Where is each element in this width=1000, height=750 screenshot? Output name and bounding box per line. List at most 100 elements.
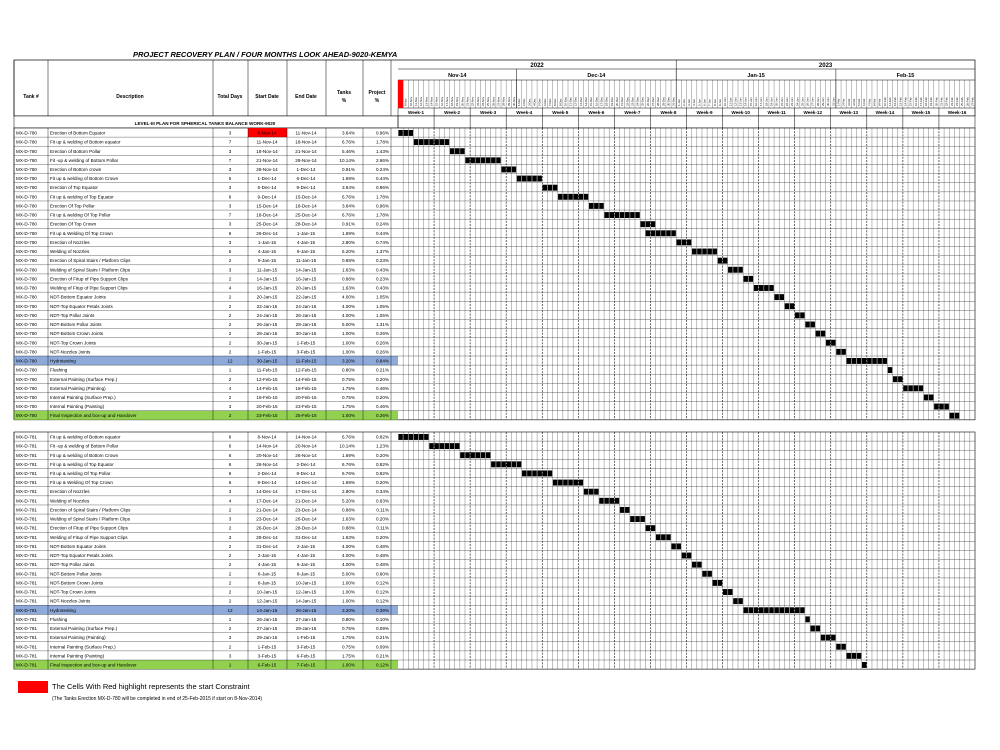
task-row: MX-D-781 Hydrotesting 12 14-Jan-15 26-Jan-15…: [14, 605, 805, 615]
tanks-pct: 1.00%: [342, 331, 355, 336]
gantt-bar-cell: [748, 607, 754, 614]
tanks-pct: 0.75%: [342, 644, 355, 649]
day-label: 16-Jan: [754, 97, 758, 106]
tank-id: MX-D-781: [16, 453, 37, 458]
day-label: 9-Nov: [404, 98, 408, 106]
total-days: 2: [229, 507, 232, 512]
project-pct: 0.12%: [376, 663, 389, 668]
gantt-bar-cell: [403, 434, 408, 440]
start-date: 12-Jan-15: [257, 599, 278, 604]
project-pct: 1.31%: [376, 322, 389, 327]
tank-id: MX-D-780: [16, 203, 37, 208]
gantt-bar-cell: [928, 394, 934, 401]
total-days: 6: [229, 231, 232, 236]
total-days: 2: [229, 331, 232, 336]
end-date: 26-Jan-15: [296, 608, 317, 613]
task-row: MX-D-781 Erection of Fitup of Pipe Suppor…: [16, 525, 656, 532]
task-row: MX-D-781 NDT-Top Pollar Joints 2 4-Jan-15 6-…: [16, 561, 702, 568]
constraint-legend-swatch: [18, 681, 48, 693]
gantt-bar-cell: [851, 358, 857, 364]
day-label: 15-Jan: [749, 97, 753, 106]
day-label: 19-Nov: [455, 96, 459, 106]
gantt-bar-cell: [872, 358, 877, 364]
day-label: 21-Dec: [620, 96, 624, 106]
day-label: 6-Jan: [703, 99, 707, 106]
gantt-bar-cell: [738, 266, 743, 273]
day-label: 8-Dec: [553, 98, 557, 106]
gantt-bar-cell: [944, 403, 949, 410]
tanks-pct: 3.64%: [342, 131, 355, 136]
gantt-bar-cell: [460, 148, 465, 155]
start-date: 14-Jan-15: [257, 276, 278, 281]
gantt-bar-cell: [867, 358, 872, 364]
gantt-bar-cell: [424, 139, 429, 146]
gantt-bar-cell: [836, 348, 841, 355]
start-date: 23-Feb-15: [256, 413, 278, 418]
gantt-bar-cell: [444, 139, 450, 146]
gantt-bar-cell: [558, 479, 563, 486]
gantt-bar-cell: [825, 634, 831, 641]
week-label: Week-3: [480, 110, 496, 115]
end-date: 4-Jan-15: [297, 553, 316, 558]
total-days: 2: [229, 340, 232, 345]
start-date: 8-Dec-14: [258, 480, 277, 485]
gantt-bar-cell: [424, 434, 429, 440]
day-label: 20-Jan: [775, 97, 779, 106]
gantt-bar-cell: [449, 148, 455, 155]
task-row: MX-D-781 NDT-Bottom Pollar Joints 2 6-Jan-1…: [16, 570, 712, 577]
tank-id: MX-D-780: [16, 258, 37, 263]
gantt-bar-cell: [681, 239, 687, 246]
tank-id: MX-D-780: [16, 295, 37, 300]
task-description: NDT-Top Crown Joints: [50, 340, 97, 345]
tank-id: MX-D-781: [16, 644, 37, 649]
start-date: 8-Nov-14: [258, 435, 277, 440]
end-date: 14-Jan-15: [296, 599, 317, 604]
tanks-pct: 0.88%: [342, 258, 355, 263]
end-date: 30-Jan-15: [296, 331, 317, 336]
end-date: 28-Nov-14: [295, 158, 317, 163]
project-pct: 1.23%: [376, 444, 389, 449]
day-label: 12-Nov: [419, 96, 423, 106]
start-date: 4-Jan-15: [258, 249, 277, 254]
total-days: 6: [229, 444, 232, 449]
total-days: 6: [229, 435, 232, 440]
gantt-bar-cell: [877, 358, 882, 364]
day-label: 11-Jan: [728, 97, 732, 106]
gantt-bar-cell: [588, 488, 594, 495]
tank-id: MX-D-780: [16, 222, 37, 227]
task-row: MX-D-780 NDT-Top Pollar Joints 2 24-Jan-15 2…: [16, 312, 805, 319]
gantt-bar-cell: [934, 403, 939, 410]
tanks-pct: 1.69%: [342, 480, 355, 485]
day-label: 18-Jan: [764, 97, 768, 106]
task-row: MX-D-780 Erection of Nozzles 3 1-Jan-15 4-Ja…: [16, 239, 692, 246]
tanks-pct: 3.64%: [342, 203, 355, 208]
tanks-pct: 5.20%: [342, 249, 355, 254]
end-date: 12-Feb-15: [295, 368, 317, 373]
gantt-bar-cell: [697, 248, 702, 255]
end-date: 8-Jan-15: [297, 571, 316, 576]
tank-id: MX-D-780: [16, 404, 37, 409]
gantt-bar-cell: [650, 230, 656, 237]
gantt-bar-cell: [434, 443, 439, 450]
day-label: 22-Nov: [471, 96, 475, 106]
total-days: 1: [229, 368, 232, 373]
gantt-bar-cell: [501, 461, 506, 468]
end-date: 14-Nov-14: [295, 435, 317, 440]
project-pct: 0.44%: [376, 176, 389, 181]
tanks-pct: 1.75%: [342, 404, 355, 409]
end-date: 11-Feb-15: [296, 359, 317, 364]
gantt-bar-cell: [789, 303, 795, 310]
gantt-bar-cell: [831, 339, 836, 346]
start-date: 31-Dec-14: [256, 544, 278, 549]
start-date: 14-Nov-14: [256, 444, 278, 449]
day-label: 24-Dec: [636, 96, 640, 106]
tank-id: MX-D-780: [16, 185, 37, 190]
day-label: 16-Feb: [914, 97, 918, 106]
total-days: 6: [229, 480, 232, 485]
gantt-bar-cell: [506, 166, 511, 173]
project-pct: 0.20%: [376, 395, 389, 400]
tank-id: MX-D-780: [16, 395, 37, 400]
legend-text: The Cells With Red highlight represents …: [52, 682, 250, 691]
week-label: Week-12: [803, 110, 822, 115]
day-label: 1-Dec: [517, 98, 521, 106]
